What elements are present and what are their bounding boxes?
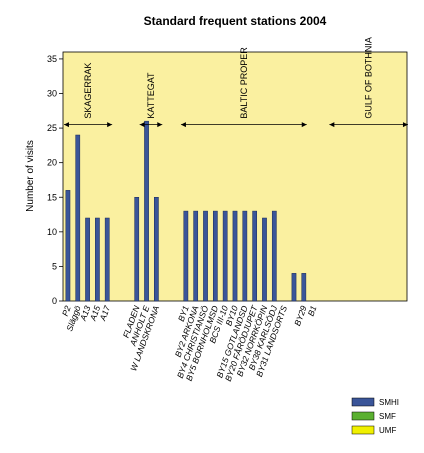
- bar: [104, 217, 110, 302]
- region-label: BALTIC PROPER: [239, 47, 249, 119]
- y-axis: 0 5 10 15 20 25 30 35: [47, 54, 63, 306]
- y-tick-label: 10: [47, 227, 57, 237]
- x-tick-label: P2: [60, 304, 73, 317]
- bar: [183, 210, 189, 302]
- legend-swatch: [351, 425, 375, 435]
- arrow-head-left: [139, 122, 145, 128]
- bar: [271, 210, 277, 302]
- x-tick-label: BY29: [292, 304, 309, 327]
- arrow-head-left: [180, 122, 186, 128]
- y-tick-label: 30: [47, 89, 57, 99]
- legend-swatch: [351, 411, 375, 421]
- y-tick-label: 25: [47, 123, 57, 133]
- legend-label: SMHI: [379, 398, 399, 407]
- y-axis-label: Number of visits: [25, 140, 36, 212]
- legend-swatch: [351, 397, 375, 407]
- bar: [242, 210, 248, 302]
- region-label: SKAGERRAK: [83, 63, 93, 119]
- y-tick-label: 15: [47, 192, 57, 202]
- bar: [65, 190, 71, 302]
- chart-title: Standard frequent stations 2004: [144, 14, 327, 28]
- y-tick-label: 35: [47, 54, 57, 64]
- legend-label: UMF: [379, 426, 396, 435]
- x-tick-label: B1: [306, 304, 319, 317]
- bar: [95, 217, 100, 302]
- y-tick-label: 5: [52, 261, 57, 271]
- bar: [134, 197, 140, 302]
- region-label: KATTEGAT: [146, 72, 156, 119]
- bar: [203, 210, 208, 302]
- arrow-head-right: [157, 122, 163, 128]
- bar: [252, 210, 258, 302]
- bar: [85, 217, 90, 302]
- y-tick-label: 0: [52, 296, 57, 306]
- y-tick-label: 20: [47, 158, 57, 168]
- bars: [65, 120, 307, 302]
- arrow-head-right: [107, 122, 113, 128]
- bar: [262, 217, 267, 302]
- bar: [232, 210, 238, 302]
- arrow-head-left: [63, 122, 69, 128]
- arrow-head-right: [301, 122, 307, 128]
- bar: [154, 197, 159, 302]
- bar: [301, 273, 307, 302]
- arrow-head-right: [402, 122, 408, 128]
- bar: [193, 210, 199, 302]
- bar: [144, 120, 149, 302]
- bar: [212, 210, 218, 302]
- bar: [291, 273, 297, 302]
- legend-label: SMF: [379, 412, 396, 421]
- bar: [75, 134, 81, 302]
- bar: [222, 210, 228, 302]
- region-label: GULF OF BOTHNIA: [364, 37, 374, 119]
- arrow-head-left: [329, 122, 335, 128]
- legend: SMHI SMF UMF: [351, 397, 399, 435]
- region-annotations: SKAGERRAK KATTEGAT BALTIC PROPER GULF OF BO…: [63, 37, 408, 128]
